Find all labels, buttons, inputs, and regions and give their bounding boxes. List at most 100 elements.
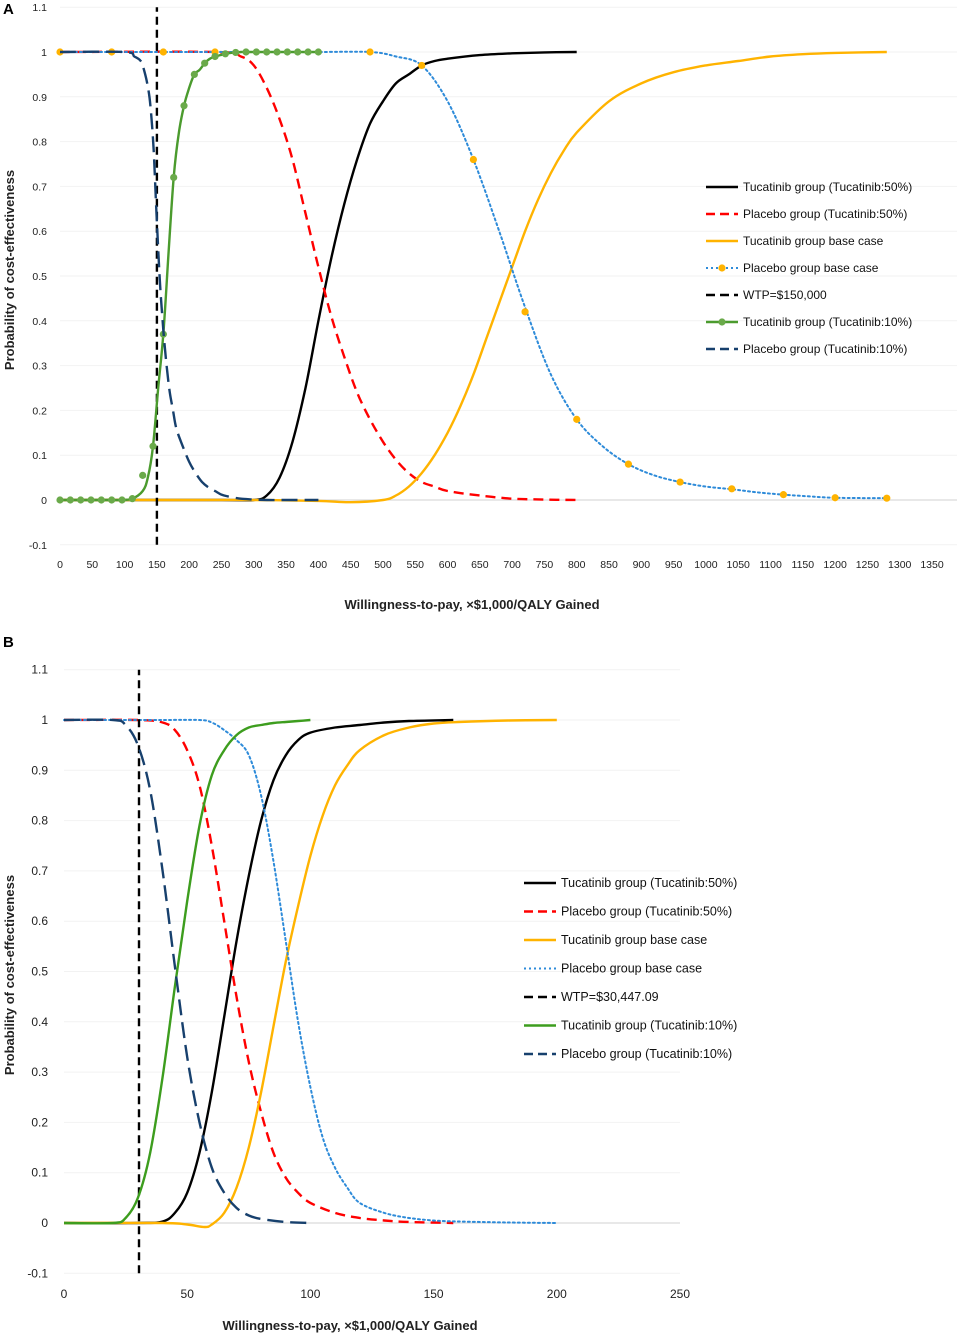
panel-b-series-line-6 (63, 718, 311, 1225)
panel-a-series-marker-4 (366, 48, 374, 56)
panel-b-legend-label-2: Placebo group (Tucatinib:50%) (561, 905, 732, 919)
panel-b-y-tick-label: 0.9 (31, 763, 48, 777)
panel-b: B -0.1 0 0.1 0.2 0.3 0.4 0.5 0.6 0.7 0.8 0.9 1 1.1 0… (2, 634, 737, 1333)
panel-b-x-tick-label: 250 (670, 1287, 690, 1301)
panel-a-series-marker-4 (159, 48, 167, 56)
panel-a-x-tick-label: 1100 (759, 559, 782, 571)
panel-a-series-marker-6 (170, 173, 178, 182)
panel-a-series-marker-6 (221, 50, 229, 58)
panel-a-y-tick-label: 0.2 (32, 405, 47, 417)
panel-a-legend-label-5: WTP=$150,000 (743, 288, 827, 302)
panel-b-y-tick-label: 0.5 (31, 965, 48, 979)
panel-a-x-tick-label: 100 (116, 559, 134, 571)
panel-a-legend-label-1: Tucatinib group (Tucatinib:50%) (743, 180, 912, 194)
panel-a-x-tick-label: 350 (277, 559, 295, 571)
panel-a-x-tick-label: 950 (665, 559, 683, 571)
panel-b-y-tick-label: 0.2 (31, 1115, 48, 1129)
panel-a-x-tick-label: 1350 (920, 559, 944, 571)
panel-a-x-tick-label: 650 (471, 559, 489, 571)
panel-a-x-tick-label: 1050 (727, 559, 751, 571)
panel-a-y-tick-label: 0.3 (32, 361, 47, 373)
panel-a-series-marker-6 (263, 48, 271, 56)
panel-b-y-tick-label: 0.3 (31, 1065, 48, 1079)
panel-a-series-line-1 (59, 50, 577, 502)
panel-a-series-marker-6 (56, 496, 64, 504)
panel-b-series-line-2 (63, 718, 454, 1225)
panel-a-x-tick-label: 550 (406, 559, 424, 571)
panel-b-x-tick-label: 0 (61, 1287, 68, 1301)
panel-a-series-marker-4 (469, 155, 477, 164)
panel-a-series-marker-6 (87, 496, 95, 504)
panel-a-x-tick-label: 900 (633, 559, 651, 571)
panel-a-series-marker-4 (418, 61, 426, 70)
panel-a-x-tick-label: 450 (342, 559, 360, 571)
panel-a-legend-marker-4 (718, 264, 726, 272)
panel-a-series-marker-6 (118, 496, 126, 504)
panel-b-legend-label-1: Tucatinib group (Tucatinib:50%) (561, 876, 737, 890)
panel-a-y-tick-label: 0.5 (32, 271, 47, 283)
panel-a-legend-label-3: Tucatinib group base case (743, 234, 884, 248)
panel-a-series-marker-4 (521, 308, 529, 316)
panel-a-x-tick-label: 1250 (856, 559, 880, 571)
panel-a-x-tick-label: 200 (180, 559, 198, 571)
panel-b-y-tick-label: 0.8 (31, 814, 48, 828)
panel-b-y-tick-label: 1.1 (31, 663, 48, 677)
panel-b-plot-area (63, 669, 558, 1274)
panel-a-series-marker-4 (728, 485, 736, 493)
panel-a-y-tick-labels: -0.1 0 0.1 0.2 0.3 0.4 0.5 0.6 0.7 0.8 0.9 1 1.1 (29, 2, 47, 552)
panel-a-series-marker-4 (573, 415, 581, 423)
panel-a-legend-label-4: Placebo group base case (743, 261, 879, 275)
panel-a-series-line-7 (59, 50, 319, 502)
panel-a-y-tick-label: 0.4 (32, 316, 47, 328)
panel-b-y-tick-label: 1 (41, 713, 48, 727)
panel-a-x-axis-label: Willingness-to-pay, ×$1,000/QALY Gained (344, 597, 599, 612)
panel-b-x-axis-label: Willingness-to-pay, ×$1,000/QALY Gained (222, 1318, 477, 1333)
panel-a-y-axis-label: Probability of cost-effectiveness (2, 170, 17, 370)
panel-a-series-marker-6 (232, 48, 240, 57)
panel-a-series-marker-6 (77, 496, 85, 504)
panel-b-legend: Tucatinib group (Tucatinib:50%) Placebo g… (524, 876, 737, 1061)
panel-b-legend-label-6: Tucatinib group (Tucatinib:10%) (561, 1019, 737, 1033)
panel-a-series-marker-6 (211, 52, 219, 61)
panel-a-x-tick-label: 1300 (888, 559, 912, 571)
panel-a-plot-area (56, 7, 891, 545)
panel-b-y-axis-label: Probability of cost-effectiveness (2, 875, 17, 1075)
panel-a-series-marker-6 (190, 70, 198, 78)
panel-b-legend-label-4: Placebo group base case (561, 962, 702, 976)
panel-a-series-marker-4 (883, 494, 891, 502)
panel-b-y-tick-label: -0.1 (27, 1266, 48, 1280)
panel-a-legend-label-2: Placebo group (Tucatinib:50%) (743, 207, 907, 221)
panel-b-y-tick-label: 0 (41, 1216, 48, 1230)
panel-a-x-tick-label: 1000 (694, 559, 718, 571)
panel-a-x-tick-label: 300 (245, 559, 263, 571)
panel-b-y-tick-label: 0.6 (31, 914, 48, 928)
panel-a-y-tick-label: 1.1 (32, 2, 47, 14)
panel-a-series-marker-6 (304, 48, 312, 56)
panel-b-y-tick-labels: -0.1 0 0.1 0.2 0.3 0.4 0.5 0.6 0.7 0.8 0.9 1 1.1 (27, 663, 48, 1281)
panel-a-x-tick-label: 600 (439, 559, 457, 571)
panel-a-series-marker-4 (676, 478, 684, 486)
panel-b-series-line-1 (63, 718, 454, 1225)
panel-a-series-line-3 (59, 50, 887, 504)
panel-a-series-marker-6 (108, 496, 116, 504)
panel-a-x-tick-label: 250 (213, 559, 231, 571)
panel-a-series-marker-6 (139, 471, 147, 479)
panel-a-series-marker-4 (831, 494, 839, 502)
panel-b-series-line-7 (63, 718, 311, 1225)
panel-a-y-tick-label: 0.1 (32, 450, 47, 462)
panel-a-y-tick-label: -0.1 (29, 540, 47, 552)
panel-b-x-tick-label: 50 (181, 1287, 195, 1301)
panel-a-x-tick-label: 750 (536, 559, 554, 571)
panel-a-letter: A (3, 1, 14, 18)
panel-a-series-marker-6 (283, 48, 291, 56)
panel-b-y-tick-label: 0.4 (31, 1015, 48, 1029)
panel-a-series-marker-6 (273, 48, 281, 56)
panel-a-x-tick-label: 500 (374, 559, 392, 571)
panel-a-series-marker-6 (252, 48, 260, 56)
panel-b-y-tick-label: 0.1 (31, 1166, 48, 1180)
panel-a-series-marker-6 (97, 496, 105, 504)
panel-a-x-tick-label: 0 (57, 559, 63, 571)
panel-b-x-tick-labels: 0 50 100 150 200 250 (61, 1287, 691, 1301)
panel-a-series-marker-6 (314, 48, 322, 56)
